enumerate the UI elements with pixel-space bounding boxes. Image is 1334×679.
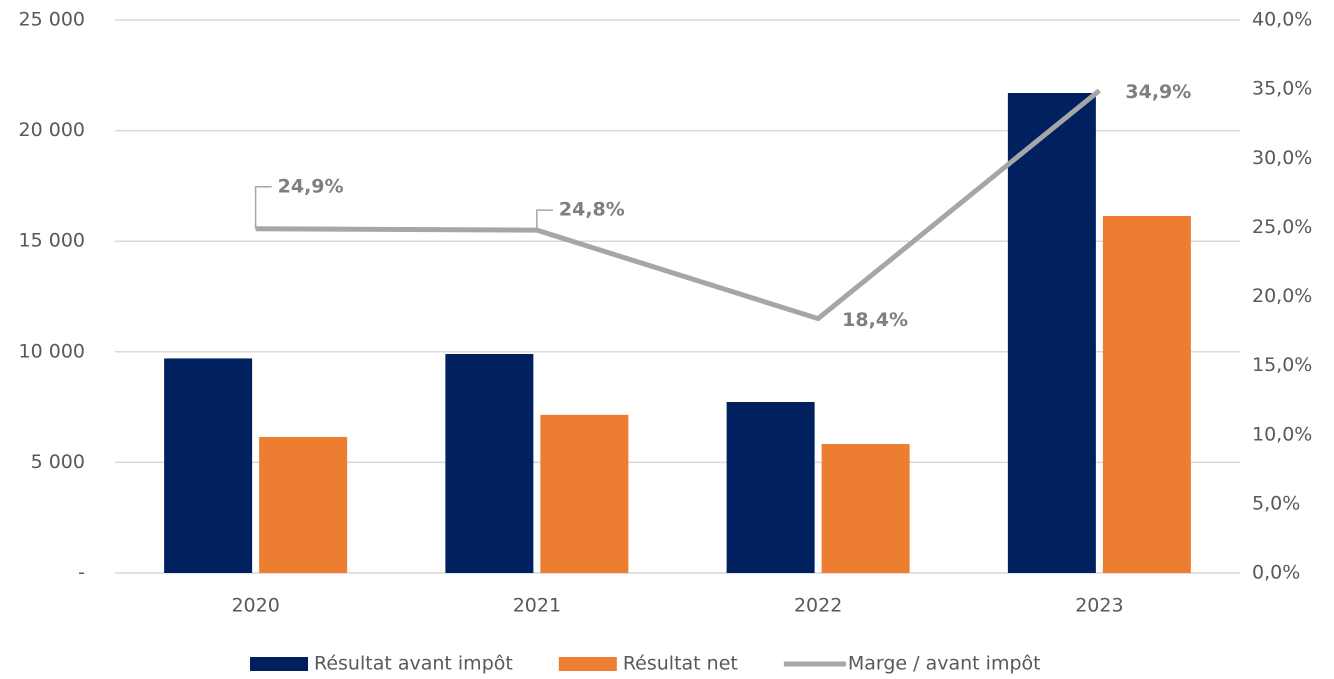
x-tick-label: 2020 [231,595,279,617]
bar [540,414,629,573]
y2-tick-label: 40,0% [1252,9,1312,31]
label-leader [254,186,272,229]
y-tick-label: 5 000 [31,451,85,473]
legend-label: Résultat net [623,653,738,675]
data-label: 18,4% [842,309,908,331]
x-tick-label: 2022 [794,595,842,617]
y-tick-label: 20 000 [19,119,85,141]
legend-label: Marge / avant impôt [848,653,1041,675]
y2-tick-label: 20,0% [1252,285,1312,307]
data-label: 24,8% [559,199,625,221]
y-tick-label: 15 000 [19,230,85,252]
legend-swatch [558,657,617,671]
bar [726,402,815,573]
bar [445,354,534,573]
bar [1102,215,1191,573]
y2-tick-label: 30,0% [1252,147,1312,169]
bar [821,444,910,573]
x-tick-label: 2023 [1075,595,1123,617]
data-label: 34,9% [1125,81,1191,103]
y-tick-label: 10 000 [19,340,85,362]
legend-label: Résultat avant impôt [314,653,513,675]
x-tick-label: 2021 [513,595,561,617]
y2-tick-label: 0,0% [1252,562,1300,584]
y-tick-label: - [78,562,85,584]
data-label: 24,9% [278,175,344,197]
legend-swatch [250,657,308,671]
y2-tick-label: 5,0% [1252,492,1300,514]
y2-tick-label: 15,0% [1252,354,1312,376]
y2-tick-label: 10,0% [1252,423,1312,445]
y2-tick-label: 25,0% [1252,216,1312,238]
y-tick-label: 25 000 [19,9,85,31]
bar [164,358,253,573]
line [255,88,1101,322]
bar [1007,92,1096,573]
bar [259,436,348,573]
label-leader [536,209,553,231]
y2-tick-label: 35,0% [1252,78,1312,100]
